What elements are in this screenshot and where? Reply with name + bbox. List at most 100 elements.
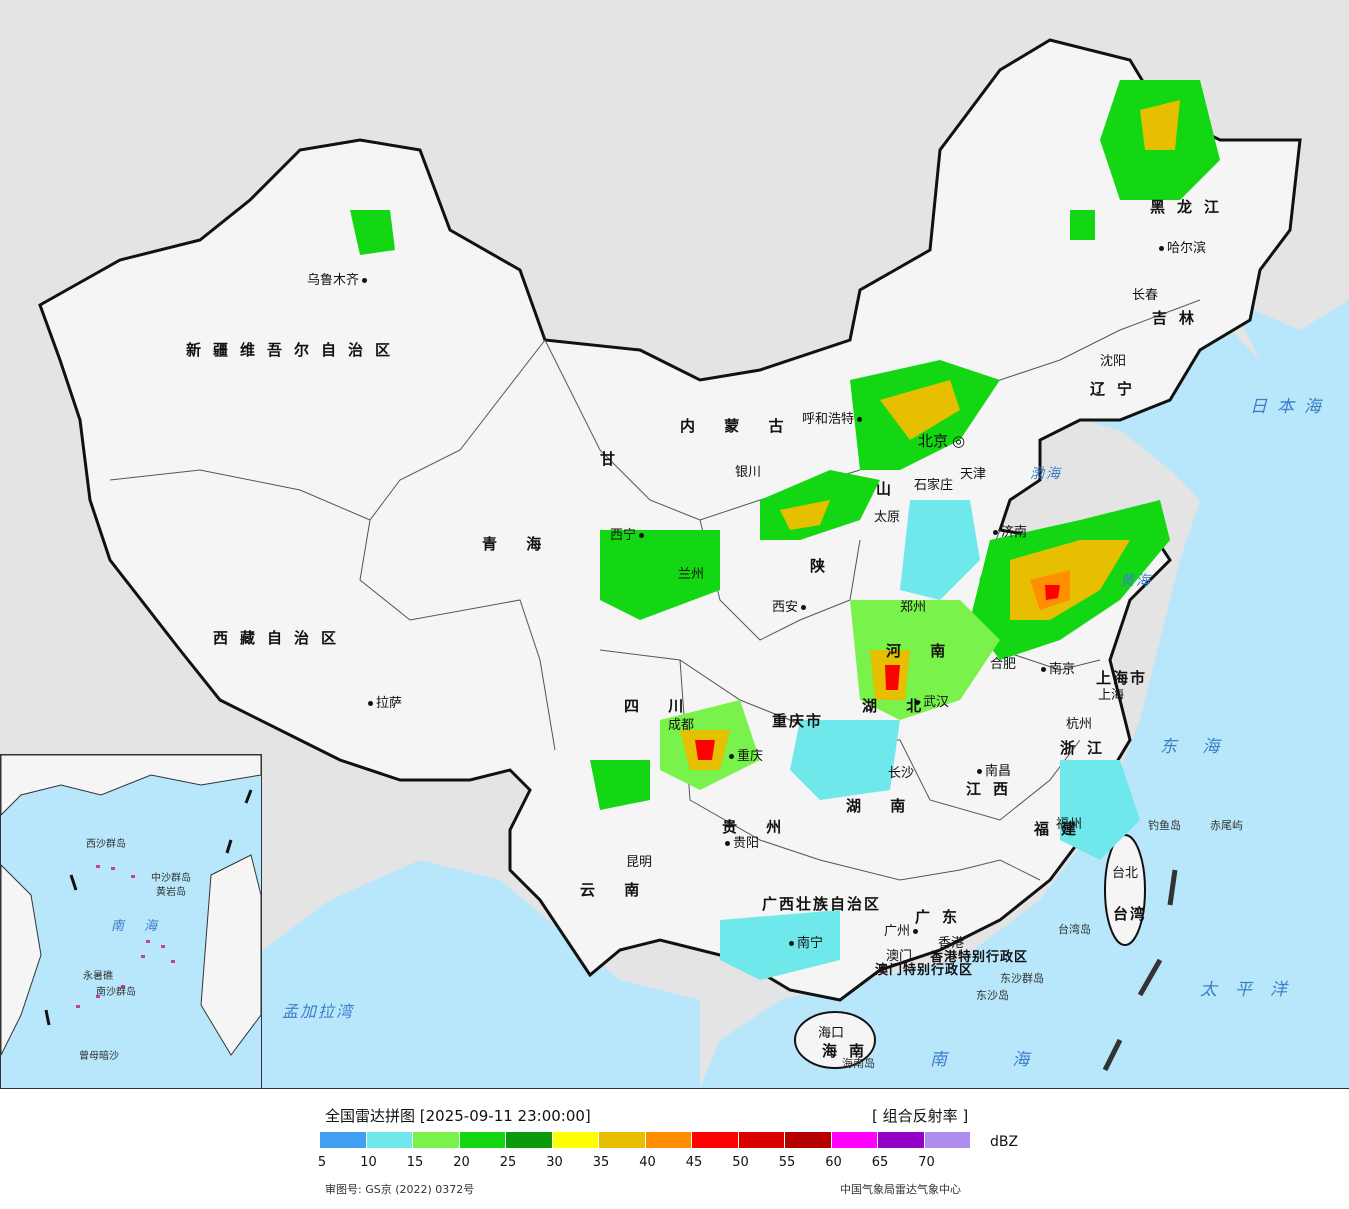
sea-area — [700, 240, 1349, 1088]
city-name: 武汉 — [923, 695, 950, 710]
city-taiyuan: 太原 — [874, 506, 900, 525]
province-label-yunnan: 云 南 — [580, 881, 652, 899]
city-nanchang: 南昌 — [974, 760, 1011, 779]
city-name: 天津 — [960, 467, 987, 482]
city-marker-icon — [993, 530, 998, 535]
city-name: 南京 — [1049, 662, 1076, 677]
city-hongkong: 香港 — [938, 932, 964, 951]
city-nanjing: 南京 — [1038, 658, 1075, 677]
color-swatch — [552, 1132, 598, 1148]
color-scale-tick: 35 — [592, 1155, 610, 1170]
color-swatch — [506, 1132, 552, 1148]
province-label-liaoning: 辽宁 — [1090, 380, 1145, 398]
city-name: 长春 — [1132, 288, 1159, 303]
inset-coast-west — [1, 864, 42, 1056]
island-dongsha-dao: 东沙岛 — [976, 989, 1009, 1002]
color-swatch — [831, 1132, 877, 1148]
island-dongsha: 东沙群岛 — [1000, 972, 1044, 985]
color-scale-tick: 55 — [778, 1155, 796, 1170]
city-name: 合肥 — [990, 657, 1017, 672]
city-lhasa: 拉萨 — [365, 692, 402, 711]
city-hangzhou: 杭州 — [1066, 713, 1092, 732]
island-hainan: 海南岛 — [842, 1057, 875, 1070]
color-scale-tick: 10 — [360, 1155, 377, 1170]
inset-canvas — [1, 755, 261, 1056]
bay-area — [250, 860, 700, 1088]
nine-dash-line — [1102, 869, 1178, 1072]
city-marker-icon — [857, 417, 863, 422]
province-label-hainan: 海南 — [822, 1042, 877, 1060]
city-name: 银川 — [735, 465, 762, 480]
city-name: 上海 — [1098, 688, 1125, 703]
city-name: 济南 — [1001, 525, 1028, 540]
city-name: 沈阳 — [1100, 354, 1127, 369]
city-wuhan: 武汉 — [912, 691, 949, 710]
city-name: 南昌 — [985, 764, 1012, 779]
city-name: 太原 — [874, 510, 901, 525]
city-name: 西安 — [772, 600, 799, 615]
color-scale-tick: 45 — [685, 1155, 703, 1170]
city-xining: 西宁 — [610, 524, 647, 543]
city-name: 乌鲁木齐 — [307, 273, 360, 288]
city-shanghai: 上海 — [1098, 684, 1124, 703]
sea-label-japan: 日本海 — [1250, 397, 1331, 417]
color-swatch — [366, 1132, 412, 1148]
province-label-henan: 河 南 — [886, 642, 958, 660]
city-marker-icon — [1159, 246, 1164, 251]
hainan-island — [794, 1011, 876, 1069]
color-scale-tick: 50 — [732, 1155, 749, 1170]
legend-title: 全国雷达拼图 [2025-09-11 23:00:00] — [325, 1107, 591, 1125]
inset-coast — [1, 755, 261, 816]
legend-product: [ 组合反射率 ] — [872, 1107, 969, 1125]
province-label-guizhou: 贵 州 — [722, 818, 794, 836]
inset-label-xisha: 西沙群岛 — [86, 839, 126, 850]
city-marker-icon — [789, 941, 794, 946]
color-scale-tick: 25 — [499, 1155, 517, 1170]
sea-label-bengal: 孟加拉湾 — [282, 1002, 355, 1021]
inset-label-yongshu: 永暑礁 — [83, 971, 113, 982]
city-macau: 澳门 — [886, 945, 912, 964]
city-changchun: 长春 — [1132, 284, 1158, 303]
city-shijiazhuang: 石家庄 — [914, 474, 953, 493]
inset-label-zengmu: 曾母暗沙 — [79, 1051, 119, 1062]
inset-label-nanhai: 南 海 — [111, 919, 166, 934]
city-tianjin: 天津 — [960, 463, 986, 482]
taiwan-island — [1104, 834, 1146, 946]
province-label-chongqing: 重庆市 — [772, 712, 824, 730]
province-label-guangdong: 广东 — [915, 908, 970, 926]
city-yinchuan: 银川 — [735, 461, 761, 480]
province-label-jiangxi: 江西 — [966, 780, 1021, 798]
city-beijing: 北京 ◎ — [918, 430, 965, 451]
sea-label-taipingyang: 太平洋 — [1200, 980, 1305, 1000]
city-name: 台北 — [1112, 866, 1139, 881]
city-name: 长沙 — [888, 766, 915, 781]
color-scale-tick: 30 — [546, 1155, 563, 1170]
province-borders — [109, 299, 1201, 881]
city-chengdu: 成都 — [668, 714, 694, 733]
city-marker-icon — [915, 700, 920, 705]
province-label-qinghai: 青 海 — [482, 535, 554, 553]
sea-label-bohai: 渤海 — [1030, 466, 1062, 482]
city-marker-icon — [977, 769, 982, 774]
province-label-zhejiang: 浙江 — [1060, 739, 1115, 757]
province-label-hubei: 湖 北 — [862, 697, 934, 715]
inset-label-nansha: 南沙群岛 — [96, 987, 136, 998]
city-taibei: 台北 — [1112, 862, 1138, 881]
province-label-hk: 香港特别行政区 — [930, 950, 1029, 965]
inset-label-zhongsha: 中沙群岛 — [151, 873, 191, 884]
city-name: 重庆 — [737, 749, 764, 764]
province-label-fujian: 福建 — [1034, 820, 1089, 838]
city-name: 昆明 — [626, 855, 653, 870]
inset-label-huangyan: 黄岩岛 — [156, 887, 186, 898]
capital-marker-icon: ◎ — [952, 432, 966, 450]
legend-panel: 全国雷达拼图 [2025-09-11 23:00:00] [ 组合反射率 ] d… — [0, 1088, 1349, 1209]
color-swatch — [599, 1132, 645, 1148]
radar-map: 新疆维吾尔自治区 西藏自治区 青 海 内 蒙 古 黑龙江 吉林 辽宁 甘 陕 山… — [0, 0, 1349, 1088]
province-label-hunan: 湖 南 — [846, 797, 918, 815]
south-china-sea-inset: 南 海 中沙群岛 黄岩岛 南沙群岛 曾母暗沙 西沙群岛 永暑礁 — [0, 754, 262, 1088]
city-name: 贵阳 — [733, 836, 760, 851]
province-label-xinjiang: 新疆维吾尔自治区 — [186, 341, 403, 359]
color-swatch — [878, 1132, 924, 1148]
color-swatch — [645, 1132, 691, 1148]
color-scale-tick: 5 — [317, 1155, 327, 1170]
